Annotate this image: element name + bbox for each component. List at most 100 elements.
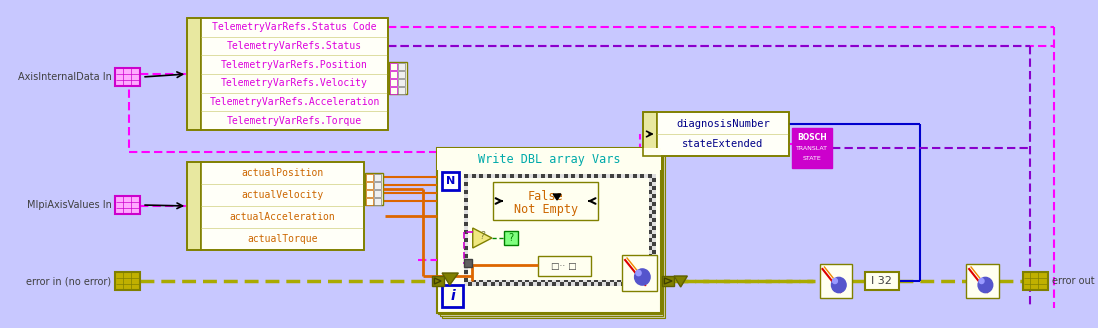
Bar xyxy=(625,250,629,254)
Bar xyxy=(526,262,529,266)
Bar xyxy=(648,282,652,286)
Text: ?: ? xyxy=(508,233,514,243)
Bar xyxy=(591,202,594,206)
Bar xyxy=(645,238,648,242)
Bar xyxy=(503,194,506,198)
Bar xyxy=(374,198,381,205)
Bar xyxy=(468,222,472,226)
Bar xyxy=(640,210,645,214)
Bar xyxy=(606,258,609,262)
Bar xyxy=(522,190,526,194)
Bar xyxy=(614,198,617,202)
Bar xyxy=(606,190,609,194)
Bar xyxy=(652,206,656,210)
Bar xyxy=(648,226,652,230)
Bar xyxy=(518,266,522,270)
Bar xyxy=(541,214,545,218)
Bar xyxy=(609,198,614,202)
Bar xyxy=(548,266,552,270)
Bar xyxy=(645,210,648,214)
Bar xyxy=(506,198,511,202)
Bar xyxy=(480,266,483,270)
Bar xyxy=(560,186,563,190)
Bar xyxy=(480,182,483,186)
Bar xyxy=(575,190,579,194)
Bar xyxy=(591,262,594,266)
Bar xyxy=(629,250,632,254)
Bar xyxy=(583,198,586,202)
Bar xyxy=(518,246,522,250)
Bar xyxy=(629,182,632,186)
Bar xyxy=(522,198,526,202)
Bar xyxy=(591,282,594,286)
Bar xyxy=(586,190,591,194)
Bar xyxy=(617,226,621,230)
Bar xyxy=(480,210,483,214)
Bar xyxy=(594,254,598,258)
Bar xyxy=(598,254,602,258)
Bar xyxy=(480,270,483,274)
Bar xyxy=(506,238,511,242)
Bar xyxy=(609,222,614,226)
Bar xyxy=(545,174,548,178)
Bar xyxy=(568,230,571,234)
Bar xyxy=(503,202,506,206)
Bar xyxy=(648,266,652,270)
Bar xyxy=(552,234,556,238)
Bar xyxy=(617,186,621,190)
Bar xyxy=(503,254,506,258)
Bar xyxy=(472,258,475,262)
Bar xyxy=(606,266,609,270)
Bar xyxy=(640,262,645,266)
Bar xyxy=(594,182,598,186)
Bar xyxy=(606,262,609,266)
Bar xyxy=(645,174,648,178)
Bar xyxy=(598,214,602,218)
Bar xyxy=(483,238,488,242)
Bar xyxy=(563,174,568,178)
Bar xyxy=(632,214,637,218)
Bar xyxy=(483,202,488,206)
Bar xyxy=(625,242,629,246)
Bar xyxy=(594,190,598,194)
Bar xyxy=(480,202,483,206)
Bar xyxy=(637,182,640,186)
Bar xyxy=(614,246,617,250)
Bar xyxy=(556,254,560,258)
Bar xyxy=(591,230,594,234)
Bar xyxy=(579,206,583,210)
Bar xyxy=(472,182,475,186)
Bar xyxy=(602,214,606,218)
Bar xyxy=(609,270,614,274)
Bar xyxy=(609,282,614,286)
Bar xyxy=(498,246,503,250)
Bar xyxy=(390,62,406,94)
Bar xyxy=(529,190,534,194)
Bar xyxy=(606,194,609,198)
Bar xyxy=(637,198,640,202)
Bar xyxy=(534,242,537,246)
Bar xyxy=(534,194,537,198)
Bar xyxy=(552,174,556,178)
Bar xyxy=(625,262,629,266)
Bar xyxy=(541,278,545,282)
Bar xyxy=(491,230,495,234)
Bar xyxy=(598,266,602,270)
Bar xyxy=(514,198,518,202)
Bar xyxy=(598,198,602,202)
Bar xyxy=(483,262,488,266)
Bar xyxy=(617,270,621,274)
Bar xyxy=(594,226,598,230)
Bar xyxy=(464,282,468,286)
Bar xyxy=(537,190,541,194)
Bar xyxy=(488,250,491,254)
Bar xyxy=(187,18,389,130)
Bar xyxy=(495,194,498,198)
Bar xyxy=(480,282,483,286)
Bar xyxy=(579,278,583,282)
Bar xyxy=(629,266,632,270)
Bar xyxy=(602,254,606,258)
Bar xyxy=(637,218,640,222)
Bar xyxy=(472,174,475,178)
Bar xyxy=(545,266,548,270)
